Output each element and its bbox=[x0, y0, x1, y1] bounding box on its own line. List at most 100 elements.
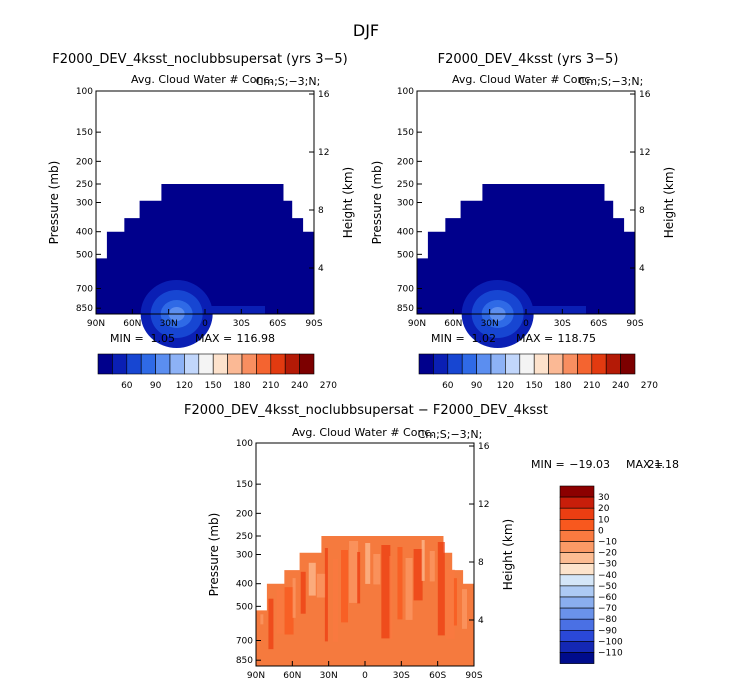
colorbar-label: 120 bbox=[497, 381, 514, 391]
colorbar-label: 90 bbox=[471, 381, 483, 391]
colorbar-swatch bbox=[476, 353, 492, 375]
colorbar-swatch bbox=[559, 485, 595, 498]
colorbar-swatch bbox=[140, 353, 156, 375]
colorbar-label: −100 bbox=[598, 637, 623, 647]
colorbar-swatch bbox=[241, 353, 257, 375]
colorbar-swatch bbox=[548, 353, 564, 375]
field-streak bbox=[437, 541, 445, 636]
y2-tick-label: 16 bbox=[478, 442, 490, 452]
field-streak bbox=[260, 614, 264, 625]
field-streak bbox=[276, 589, 284, 634]
colorbar-label: 270 bbox=[641, 381, 658, 391]
colorbar-swatch bbox=[418, 353, 434, 375]
colorbar-label: −80 bbox=[598, 615, 617, 625]
colorbar-swatch bbox=[227, 353, 243, 375]
colorbar-label: −20 bbox=[598, 549, 617, 559]
x-tick-label: 90S bbox=[465, 671, 482, 681]
colorbar-label: −110 bbox=[598, 649, 623, 659]
colorbar-label: 150 bbox=[205, 381, 222, 391]
colorbar-swatch bbox=[591, 353, 607, 375]
y-tick-label: 850 bbox=[76, 304, 93, 314]
colorbar-swatch bbox=[559, 652, 595, 664]
y2-tick-label: 4 bbox=[318, 264, 324, 274]
y2-tick-label: 4 bbox=[478, 616, 484, 626]
field-streak bbox=[429, 550, 435, 582]
x-tick-label: 30N bbox=[481, 319, 499, 329]
min-value: −19.03 bbox=[569, 458, 610, 471]
x-tick-label: 90S bbox=[305, 319, 322, 329]
x-tick-label: 60S bbox=[590, 319, 607, 329]
colorbar-label: −60 bbox=[598, 593, 617, 603]
field-streak bbox=[381, 544, 391, 639]
colorbar-label: 60 bbox=[442, 381, 454, 391]
y-tick-label: 250 bbox=[76, 180, 93, 190]
y2-axis-label: Height (km) bbox=[341, 167, 355, 238]
colorbar-swatch bbox=[559, 585, 595, 598]
panel-variable: Avg. Cloud Water # Conc. bbox=[452, 73, 594, 86]
x-tick-label: 0 bbox=[523, 319, 529, 329]
colorbar-label: 240 bbox=[612, 381, 629, 391]
colorbar-swatch bbox=[559, 530, 595, 542]
x-tick-label: 60N bbox=[123, 319, 141, 329]
y2-axis-label: Height (km) bbox=[662, 167, 676, 238]
colorbar-swatch bbox=[562, 353, 578, 375]
field-fill bbox=[96, 183, 314, 314]
field-streak bbox=[373, 553, 381, 585]
y-tick-label: 700 bbox=[236, 636, 253, 646]
panel-title: F2000_DEV_4ksst (yrs 3−5) bbox=[438, 52, 619, 67]
x-tick-label: 90N bbox=[408, 319, 426, 329]
colorbar-label: 180 bbox=[554, 381, 571, 391]
x-tick-label: 60S bbox=[429, 671, 446, 681]
colorbar-label: −30 bbox=[598, 560, 617, 570]
y-tick-label: 150 bbox=[397, 128, 414, 138]
field-streak bbox=[445, 569, 455, 639]
colorbar-label: −10 bbox=[598, 538, 617, 548]
y-tick-label: 400 bbox=[397, 228, 414, 238]
figure-title: DJF bbox=[353, 21, 379, 40]
colorbar-swatch bbox=[559, 507, 595, 520]
max-value: 21.18 bbox=[648, 458, 680, 471]
max-value: 116.98 bbox=[237, 332, 276, 345]
colorbar-swatch bbox=[559, 552, 595, 564]
y2-tick-label: 16 bbox=[639, 90, 651, 100]
y-tick-label: 200 bbox=[397, 157, 414, 167]
y-tick-label: 300 bbox=[397, 199, 414, 209]
colorbar-swatch bbox=[505, 353, 521, 375]
y-tick-label: 500 bbox=[236, 602, 253, 612]
y-tick-label: 100 bbox=[76, 87, 93, 97]
y2-tick-label: 8 bbox=[478, 558, 484, 568]
field-fill bbox=[417, 183, 635, 314]
y-tick-label: 250 bbox=[397, 180, 414, 190]
colorbar-swatch bbox=[184, 353, 200, 375]
field-streak bbox=[341, 549, 349, 623]
panel-variable: Avg. Cloud Water # Conc. bbox=[131, 73, 273, 86]
colorbar-swatch bbox=[256, 353, 272, 375]
panel-overlay: Cm;S;−3;N; bbox=[256, 75, 321, 88]
field-streak bbox=[324, 547, 328, 642]
colorbar-swatch bbox=[299, 353, 315, 375]
colorbar-swatch bbox=[212, 353, 228, 375]
colorbar-label: 270 bbox=[320, 381, 337, 391]
x-tick-label: 90N bbox=[247, 671, 265, 681]
y2-tick-label: 12 bbox=[318, 148, 329, 158]
y-tick-label: 200 bbox=[236, 509, 253, 519]
x-tick-label: 30S bbox=[554, 319, 571, 329]
colorbar-label: 20 bbox=[598, 504, 610, 514]
x-tick-label: 30N bbox=[320, 671, 338, 681]
x-tick-label: 0 bbox=[362, 671, 368, 681]
colorbar-swatch bbox=[198, 353, 214, 375]
x-tick-label: 60N bbox=[444, 319, 462, 329]
field-streak bbox=[292, 578, 296, 618]
y-tick-label: 250 bbox=[236, 532, 253, 542]
y-axis-label: Pressure (mb) bbox=[47, 161, 61, 245]
colorbar-right: 60 90 120 150 180 210 240 270 bbox=[418, 353, 658, 391]
colorbar-swatch bbox=[605, 353, 621, 375]
y2-tick-label: 12 bbox=[478, 500, 489, 510]
field-contour bbox=[526, 306, 586, 314]
y-tick-label: 500 bbox=[397, 250, 414, 260]
field-streak bbox=[349, 540, 359, 603]
colorbar-label: 0 bbox=[598, 526, 604, 536]
x-tick-label: 90S bbox=[626, 319, 643, 329]
field-streak bbox=[462, 589, 468, 629]
